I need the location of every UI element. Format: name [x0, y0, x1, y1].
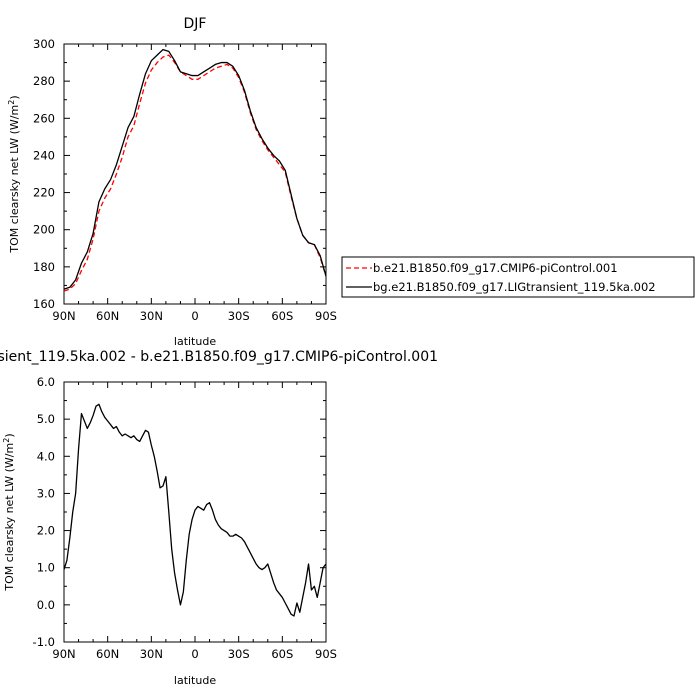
- x-tick-label: 60N: [96, 309, 119, 323]
- top-panel: DJF 90N 60N 30N 0 30S 60S 90S 160 180 200 220 240 26…: [7, 16, 695, 348]
- x-tick-label: 60N: [96, 647, 119, 661]
- x-tick-label: 30N: [140, 309, 163, 323]
- y-tick-label: 260: [33, 111, 55, 125]
- x-tick-label: 90N: [52, 309, 75, 323]
- y-tick-label: 4.0: [37, 449, 55, 463]
- x-tick-label: 30S: [228, 309, 250, 323]
- y-tick-label: 2.0: [37, 524, 55, 538]
- bottom-chart-title: LIGtransient_119.5ka.002 - b.e21.B1850.f…: [0, 349, 438, 365]
- x-tick-label: 0: [191, 309, 198, 323]
- x-tick-label: 60S: [271, 647, 293, 661]
- y-tick-label: 160: [33, 297, 55, 311]
- bottom-y-axis-label: TOM clearsky net LW (W/m2): [2, 433, 16, 591]
- legend: b.e21.B1850.f09_g17.CMIP6-piControl.001 …: [341, 256, 695, 298]
- y-tick-label: 240: [33, 148, 55, 162]
- x-tick-label: 90N: [52, 647, 75, 661]
- top-ticks: 90N 60N 30N 0 30S 60S 90S 160 180 200 220 240 260 280…: [33, 37, 337, 323]
- legend-label-LIGtransient: bg.e21.B1850.f09_g17.LIGtransient_119.5k…: [373, 280, 656, 294]
- y-tick-label: 300: [33, 37, 55, 51]
- y-tick-label: -1.0: [33, 635, 55, 649]
- bottom-x-axis-label: latitude: [174, 674, 216, 687]
- bottom-panel: LIGtransient_119.5ka.002 - b.e21.B1850.f…: [0, 349, 438, 687]
- y-tick-label: 220: [33, 186, 55, 200]
- x-tick-label: 30S: [228, 647, 250, 661]
- x-tick-label: 90S: [315, 647, 337, 661]
- y-tick-label: 6.0: [37, 375, 55, 389]
- y-tick-label: 180: [33, 260, 55, 274]
- series-line-0: [63, 54, 327, 292]
- bottom-ticks: 90N 60N 30N 0 30S 60S 90S -1.0 0.0 1.0 2.0 3.0 4.0 5.…: [33, 375, 337, 661]
- series-line-0: [63, 403, 327, 617]
- x-tick-label: 0: [191, 647, 198, 661]
- series-line-1: [63, 48, 327, 290]
- y-tick-label: 1.0: [37, 561, 55, 575]
- top-chart-title: DJF: [184, 16, 207, 32]
- x-tick-label: 60S: [271, 309, 293, 323]
- x-tick-label: 30N: [140, 647, 163, 661]
- legend-box: [341, 256, 695, 298]
- x-tick-label: 90S: [315, 309, 337, 323]
- y-tick-label: 0.0: [37, 598, 55, 612]
- y-tick-label: 200: [33, 223, 55, 237]
- y-tick-label: 5.0: [37, 412, 55, 426]
- top-series: [63, 48, 327, 292]
- y-tick-label: 3.0: [37, 486, 55, 500]
- top-y-axis-label: TOM clearsky net LW (W/m2): [7, 95, 21, 253]
- y-tick-label: 280: [33, 74, 55, 88]
- top-x-axis-label: latitude: [174, 335, 216, 348]
- bottom-series: [63, 403, 327, 617]
- legend-label-piControl: b.e21.B1850.f09_g17.CMIP6-piControl.001: [373, 261, 618, 275]
